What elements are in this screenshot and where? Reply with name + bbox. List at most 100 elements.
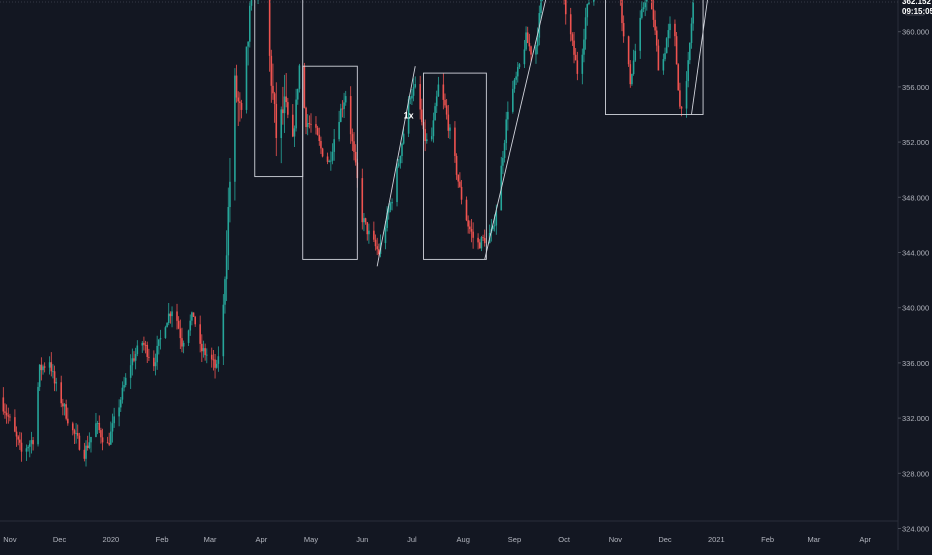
candle-body bbox=[495, 210, 498, 226]
candle-body bbox=[285, 96, 287, 103]
multiplier-label: 1x bbox=[404, 111, 414, 121]
candle-body bbox=[353, 141, 355, 152]
candle-body bbox=[675, 36, 678, 65]
candle-body bbox=[315, 124, 317, 128]
candle-body bbox=[215, 363, 218, 368]
candle-body bbox=[472, 231, 474, 238]
candle-body bbox=[270, 55, 273, 86]
candle-body bbox=[373, 230, 375, 240]
candle-body bbox=[240, 102, 243, 110]
last-price-tag bbox=[899, 0, 932, 15]
candle-body bbox=[133, 358, 135, 361]
trend-line[interactable] bbox=[691, 0, 779, 115]
candle-body bbox=[480, 237, 483, 249]
candle-body bbox=[110, 431, 112, 445]
candle-body bbox=[680, 106, 683, 109]
candle-body bbox=[401, 143, 403, 157]
candle-body bbox=[328, 161, 331, 162]
candle-body bbox=[654, 19, 656, 31]
range-box[interactable] bbox=[302, 65, 358, 260]
candle-body bbox=[90, 436, 92, 443]
candle-body bbox=[158, 339, 160, 346]
x-tick-label: Sep bbox=[508, 535, 521, 544]
candle-body bbox=[123, 385, 125, 388]
candle-body bbox=[407, 99, 410, 134]
candle-body bbox=[63, 404, 66, 407]
candle-body bbox=[101, 437, 104, 443]
candle-body bbox=[339, 108, 342, 122]
candle-body bbox=[333, 139, 335, 152]
candle-body bbox=[330, 160, 332, 162]
candle-body bbox=[100, 430, 102, 438]
candle-body bbox=[354, 151, 357, 163]
candle-body bbox=[182, 342, 185, 347]
candle-body bbox=[435, 96, 438, 107]
candle-body bbox=[655, 30, 658, 46]
candle-body bbox=[169, 313, 172, 317]
candle-body bbox=[426, 139, 428, 142]
candle-body bbox=[136, 345, 139, 355]
candle-body bbox=[344, 96, 347, 103]
candle-body bbox=[536, 37, 539, 47]
candle-body bbox=[268, 0, 271, 56]
candle-body bbox=[50, 362, 53, 372]
candle-body bbox=[515, 76, 517, 80]
candle-body bbox=[341, 108, 344, 110]
y-tick-label: 352.000 bbox=[902, 138, 929, 147]
candle-body bbox=[535, 46, 537, 55]
range-box[interactable] bbox=[423, 72, 487, 260]
candle-body bbox=[214, 359, 216, 368]
trend-line[interactable] bbox=[484, 0, 563, 260]
candle-body bbox=[67, 418, 69, 424]
candle-body bbox=[593, 0, 595, 3]
candle-body bbox=[287, 102, 289, 115]
candle-body bbox=[530, 46, 532, 55]
candle-body bbox=[588, 2, 590, 5]
range-box[interactable] bbox=[605, 0, 704, 115]
y-tick-label: 328.000 bbox=[902, 469, 929, 478]
candle-body bbox=[414, 84, 417, 88]
candle-body bbox=[465, 199, 468, 221]
candle-body bbox=[634, 50, 637, 61]
candle-body bbox=[507, 111, 509, 120]
range-box[interactable] bbox=[254, 0, 304, 178]
candle-body bbox=[202, 348, 205, 352]
candle-body bbox=[108, 443, 110, 445]
candle-body bbox=[320, 141, 322, 149]
candle-body bbox=[86, 445, 89, 448]
x-tick-label: Feb bbox=[156, 535, 169, 544]
candle-body bbox=[292, 114, 294, 137]
candle-body bbox=[119, 399, 122, 408]
trend-line[interactable] bbox=[376, 66, 416, 267]
candle-body bbox=[227, 206, 230, 256]
candle-body bbox=[239, 101, 241, 103]
candle-body bbox=[376, 246, 378, 250]
candle-body bbox=[73, 430, 76, 434]
candle-body bbox=[445, 105, 448, 115]
candle-body bbox=[14, 417, 16, 432]
candle-body bbox=[118, 407, 120, 417]
candle-body bbox=[667, 30, 670, 39]
candle-body bbox=[690, 23, 693, 43]
candle-body bbox=[363, 218, 365, 223]
candle-body bbox=[338, 121, 340, 140]
candle-body bbox=[272, 85, 274, 94]
candle-body bbox=[40, 364, 43, 371]
candle-body bbox=[194, 316, 197, 325]
candle-body bbox=[502, 157, 504, 166]
candle-body bbox=[106, 442, 109, 444]
candle-body bbox=[482, 237, 484, 239]
candle-body bbox=[685, 81, 688, 109]
candle-body bbox=[318, 134, 321, 142]
candle-body bbox=[424, 129, 426, 142]
candle-body bbox=[669, 23, 671, 31]
candle-body bbox=[303, 65, 306, 108]
candle-body bbox=[20, 442, 23, 452]
candle-body bbox=[460, 186, 463, 200]
candle-body bbox=[210, 354, 213, 360]
candle-body bbox=[53, 371, 56, 384]
candle-body bbox=[523, 49, 526, 65]
candle-body bbox=[9, 416, 11, 418]
candle-body bbox=[280, 109, 283, 139]
